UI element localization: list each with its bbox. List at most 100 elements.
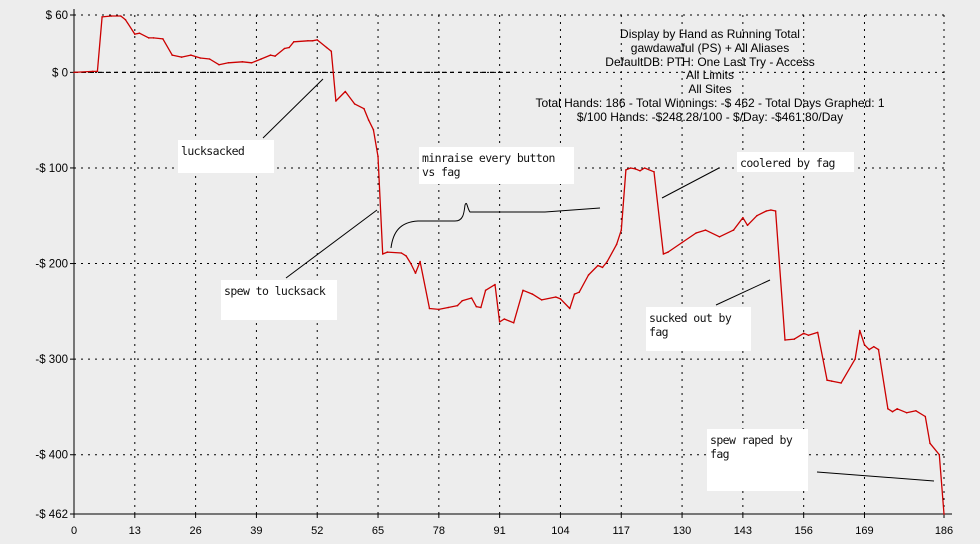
x-tick-label: 186 (935, 525, 953, 537)
data-point (428, 307, 431, 310)
data-point (503, 318, 506, 320)
annotation-minraise: minraise every button vs fag (419, 147, 574, 184)
data-point (816, 331, 819, 334)
data-point (774, 210, 777, 212)
data-point (386, 251, 389, 253)
data-point (484, 289, 487, 292)
data-point (625, 169, 627, 171)
x-tick-label: 91 (494, 525, 506, 537)
info-display-mode: Display by Hand as Running Total (620, 27, 800, 41)
data-point (826, 379, 828, 382)
data-point (377, 155, 379, 158)
data-point (447, 306, 450, 309)
data-point (877, 348, 880, 351)
y-tick-label: $ 0 (52, 67, 68, 79)
data-point (704, 229, 707, 231)
data-point (578, 291, 580, 294)
data-point (938, 453, 941, 456)
data-point (891, 410, 894, 413)
data-point (555, 296, 557, 298)
data-point (929, 442, 931, 445)
x-tick-label: 156 (794, 525, 812, 537)
data-point (269, 54, 272, 56)
data-point (863, 344, 866, 346)
data-point (887, 408, 889, 410)
annotation-pointer-spew-raped (816, 471, 935, 482)
x-tick-label: 130 (673, 525, 691, 537)
data-point (316, 39, 319, 41)
data-point (353, 103, 356, 105)
data-point (456, 304, 459, 307)
axis-layer: 0 13 26 39 52 65 78 91 104 117 130 143 156 169 186 $ 60… (35, 9, 953, 537)
data-point (896, 408, 898, 410)
data-point (634, 168, 637, 170)
annotation-pointer-minraise (390, 202, 601, 249)
data-point (498, 321, 501, 323)
data-point (569, 307, 571, 310)
x-tick-label: 52 (311, 525, 323, 537)
info-rates: $/100 Hands: -$248.28/100 - $/Day: -$461… (576, 109, 844, 124)
data-point (924, 415, 927, 418)
x-tick-label: 65 (372, 525, 384, 537)
data-point (208, 58, 211, 60)
x-tick-label: 169 (855, 525, 873, 537)
data-point (307, 40, 309, 42)
data-point (190, 54, 192, 56)
data-point (620, 229, 623, 231)
data-point (363, 107, 365, 110)
data-point (438, 308, 440, 311)
data-point (293, 41, 295, 43)
data-point (943, 513, 945, 515)
data-point (770, 209, 772, 211)
y-tick-label: -$ 100 (35, 163, 68, 175)
data-point (400, 252, 403, 254)
data-point (807, 334, 810, 337)
data-point (756, 214, 758, 217)
data-point (587, 274, 590, 276)
data-point (171, 54, 173, 56)
x-tick-label: 13 (129, 525, 141, 537)
data-point (283, 47, 286, 50)
annotation-lucksacked: lucksacked (178, 140, 274, 173)
data-point (905, 411, 908, 414)
chart-info-block: Display by Hand as Running Total gawdawa… (520, 27, 900, 125)
annotation-pointer-sucked-out (715, 279, 771, 306)
data-point (540, 299, 543, 301)
data-point (260, 58, 262, 60)
data-point (742, 216, 744, 219)
data-point (344, 90, 347, 93)
data-point (330, 50, 333, 53)
data-point (367, 119, 370, 121)
data-point (414, 272, 417, 274)
x-tick-label: 0 (71, 525, 77, 537)
data-point (522, 289, 524, 292)
data-point (152, 37, 155, 39)
data-point (512, 322, 515, 324)
data-point (559, 298, 562, 300)
data-point (180, 56, 183, 58)
data-point (372, 128, 375, 131)
data-point (470, 297, 473, 299)
data-point (110, 15, 113, 17)
data-point (96, 70, 99, 73)
data-point (643, 167, 646, 169)
x-tick-label: 78 (433, 525, 445, 537)
annotation-pointer-lucksacked (262, 78, 324, 139)
data-point (73, 71, 75, 74)
data-point (784, 339, 786, 341)
data-point (120, 15, 122, 17)
annotation-pointer-coolered (661, 167, 720, 199)
info-player: gawdawaful (PS) + All Aliases (630, 40, 790, 55)
y-tick-label: -$ 300 (35, 354, 68, 366)
x-tick-label: 143 (734, 525, 752, 537)
data-point (873, 345, 875, 348)
data-point (335, 100, 337, 102)
data-point (91, 70, 94, 73)
data-point (840, 382, 842, 384)
data-point (531, 293, 534, 295)
info-limits: All Limits (685, 68, 734, 83)
data-point (410, 262, 412, 265)
annotation-pointer-spew (285, 209, 378, 279)
data-point (227, 62, 230, 64)
data-point (494, 283, 496, 286)
